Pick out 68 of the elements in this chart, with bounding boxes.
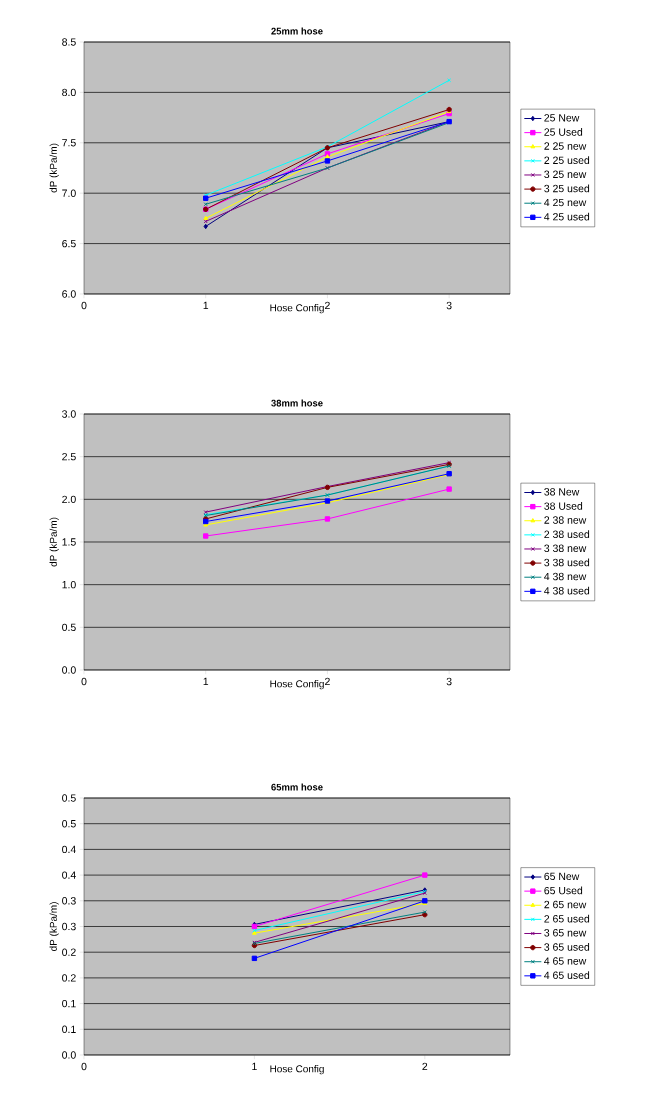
y-tick-label: 0.0: [62, 1051, 76, 1059]
y-axis-title: dP (kPa/m): [49, 902, 59, 951]
y-tick-label: 6.0: [62, 290, 76, 298]
legend-label: 38 Used: [544, 502, 583, 510]
legend-label: 2 25 used: [544, 156, 590, 165]
x-tick-label: 2: [422, 1062, 428, 1071]
y-tick-label: 0.5: [62, 820, 76, 828]
y-tick-label: 1.5: [62, 538, 76, 546]
y-tick-label: 3.0: [62, 410, 76, 418]
legend-label: 65 New: [544, 872, 580, 881]
y-tick-label: 2.5: [62, 452, 76, 461]
x-tick-label: 2: [325, 677, 330, 686]
legend-label: 2 38 new: [544, 516, 587, 524]
x-tick-label: 3: [446, 301, 452, 310]
y-tick-label: 6.5: [62, 239, 76, 248]
x-axis-title: Hose Config: [270, 680, 324, 690]
x-tick-label: 2: [325, 301, 330, 310]
chart-title: 25mm hose: [271, 27, 323, 35]
legend-label: 4 65 used: [544, 971, 590, 979]
x-tick-label: 1: [252, 1062, 257, 1070]
y-tick-label: 0.4: [62, 871, 76, 879]
legend-label: 3 25 used: [544, 184, 590, 193]
y-tick-label: 0.3: [62, 897, 76, 905]
y-axis-title: dP (kPa/m): [49, 517, 59, 567]
x-tick-label: 1: [203, 677, 209, 685]
legend-label: 3 38 new: [544, 544, 587, 552]
chart-title: 38mm hose: [271, 399, 323, 407]
y-tick-label: 0.1: [62, 999, 76, 1008]
legend-label: 3 38 used: [544, 558, 590, 567]
y-tick-label: 0.2: [62, 974, 76, 982]
legend-label: 2 65 new: [544, 900, 587, 909]
legend-label: 25 New: [544, 114, 580, 122]
legend-label: 4 65 new: [544, 957, 587, 965]
legend-label: 65 Used: [544, 886, 583, 895]
y-tick-label: 0.2: [62, 948, 76, 956]
chart-title: 65mm hose: [271, 783, 323, 791]
legend-label: 4 25 used: [544, 212, 590, 221]
y-tick-label: 8.5: [62, 38, 76, 46]
y-tick-label: 2.0: [62, 495, 76, 504]
legend-label: 25 Used: [544, 128, 583, 136]
legend-label: 2 65 used: [544, 914, 590, 923]
x-tick-label: 0: [81, 677, 87, 686]
y-tick-label: 0.5: [62, 623, 76, 632]
x-axis-title: Hose Config: [270, 1065, 324, 1075]
legend-label: 4 38 new: [544, 572, 587, 581]
y-tick-label: 0.5: [62, 794, 76, 802]
x-tick-label: 0: [81, 1062, 87, 1071]
legend-label: 2 38 used: [544, 530, 590, 539]
y-tick-label: 0.3: [62, 922, 76, 931]
legend-label: 3 65 new: [544, 929, 587, 937]
x-tick-label: 3: [446, 677, 452, 686]
y-axis-title: dP (kPa/m): [49, 143, 59, 193]
y-tick-label: 7.5: [62, 139, 76, 147]
y-tick-label: 0.1: [62, 1025, 76, 1033]
legend-label: 4 38 used: [544, 586, 590, 595]
y-tick-label: 1.0: [62, 580, 76, 589]
legend-label: 3 25 new: [544, 170, 587, 178]
x-tick-label: 1: [203, 301, 209, 309]
x-tick-label: 0: [81, 301, 87, 310]
y-tick-label: 0.0: [62, 666, 76, 674]
y-tick-label: 8.0: [62, 88, 76, 97]
legend-label: 2 25 new: [544, 142, 587, 150]
x-axis-title: Hose Config: [270, 304, 324, 314]
legend-label: 4 25 new: [544, 198, 587, 207]
legend-label: 38 New: [544, 488, 580, 496]
y-tick-label: 0.4: [62, 845, 76, 854]
legend-label: 3 65 used: [544, 943, 590, 951]
y-tick-label: 7.0: [62, 189, 76, 197]
